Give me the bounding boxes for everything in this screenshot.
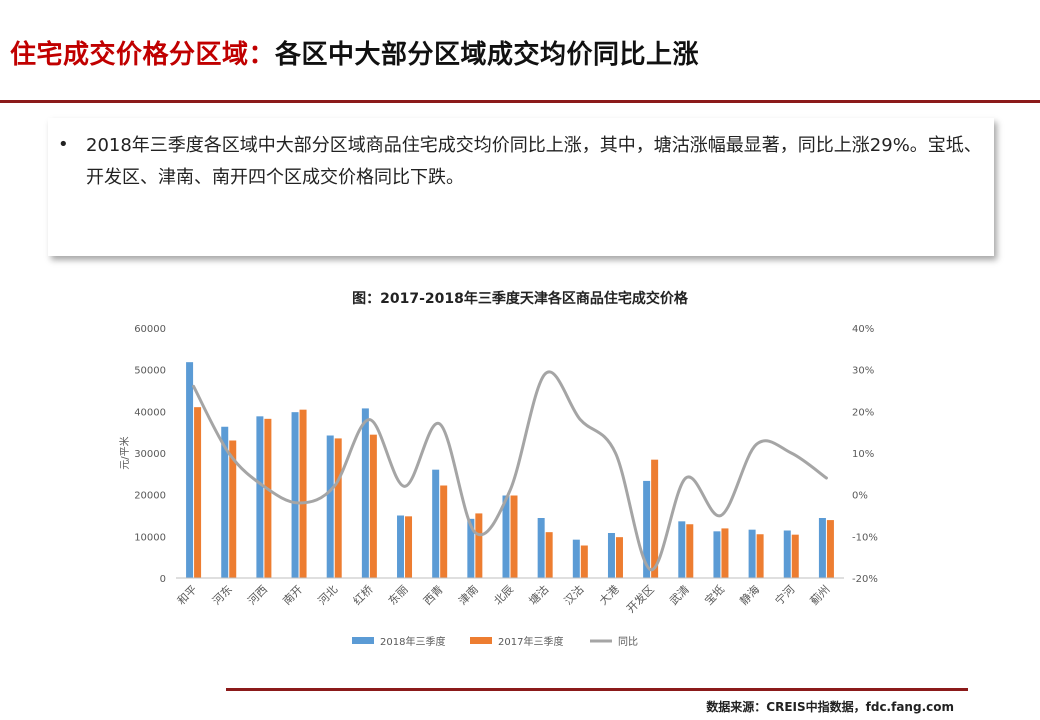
legend-swatch: [352, 637, 374, 644]
category-label: 大港: [596, 582, 621, 607]
left-tick-label: 20000: [134, 491, 166, 502]
summary-text: 2018年三季度各区域中大部分区域商品住宅成交均价同比上涨，其中，塘沽涨幅最显著…: [86, 135, 982, 188]
bar-2017: [615, 537, 623, 578]
bar-2017: [686, 524, 694, 578]
bar-2018: [256, 416, 264, 578]
bar-2017: [580, 545, 588, 578]
bar-2017: [440, 485, 448, 578]
category-label: 河西: [245, 583, 270, 608]
right-tick-label: 0%: [852, 491, 868, 502]
data-source: 数据来源：CREIS中指数据，fdc.fang.com: [706, 700, 954, 714]
bar-2017: [510, 495, 518, 578]
category-label: 静海: [737, 582, 762, 607]
bar-2017: [229, 440, 237, 578]
category-label: 南开: [280, 583, 305, 608]
legend-swatch: [470, 637, 492, 644]
bar-2018: [221, 426, 229, 578]
bar-2018: [783, 530, 791, 578]
category-label: 西青: [421, 583, 446, 608]
bar-2017: [651, 459, 659, 578]
right-tick-label: 20%: [852, 407, 874, 418]
category-label: 东丽: [386, 583, 411, 608]
legend-label: 2018年三季度: [380, 635, 445, 648]
right-tick-label: -10%: [852, 532, 878, 543]
bar-2018: [572, 539, 580, 578]
bar-2018: [818, 518, 826, 578]
bullet-icon: •: [58, 134, 69, 155]
bar-2017: [791, 534, 799, 578]
legend-label: 2017年三季度: [498, 635, 563, 648]
bar-2018: [326, 435, 334, 578]
bar-2017: [369, 434, 377, 578]
bar-2018: [748, 529, 756, 578]
category-label: 北辰: [491, 583, 516, 608]
bar-2018: [432, 469, 440, 578]
footer-divider: [226, 688, 968, 691]
bar-2017: [826, 520, 834, 578]
bar-2018: [713, 531, 721, 578]
category-label: 河北: [316, 583, 341, 608]
right-tick-label: 40%: [852, 324, 874, 335]
bar-2017: [264, 418, 272, 578]
bar-2017: [405, 516, 413, 578]
chart-title: 图：2017-2018年三季度天津各区商品住宅成交价格: [352, 291, 688, 307]
bar-2018: [537, 518, 545, 578]
bar-2018: [643, 480, 651, 578]
bar-2018: [607, 533, 615, 578]
bar-2018: [397, 515, 405, 578]
left-axis-ticks: 0 10000 20000 30000 40000 50000 60000: [134, 324, 166, 585]
bar-2017: [756, 534, 764, 578]
category-label: 宁河: [772, 582, 797, 607]
bar-series: [186, 362, 834, 578]
right-tick-label: 10%: [852, 449, 874, 460]
left-tick-label: 30000: [134, 449, 166, 460]
right-tick-label: -20%: [852, 574, 878, 585]
bar-2018: [678, 521, 686, 578]
left-tick-label: 60000: [134, 324, 166, 335]
right-axis-ticks: -20% -10% 0% 10% 20% 30% 40%: [852, 324, 878, 585]
y-axis-label: 元/平米: [118, 436, 131, 469]
page-title-prefix: 住宅成交价格分区域：: [10, 40, 276, 70]
bar-2017: [194, 407, 202, 578]
category-labels: 和平 河东 河西 南开 河北 红桥 东丽 西青 津南 北辰 塘沽 汉沽 大港 开发区 武清 宝坻 静海 宁河 蓟州: [175, 582, 833, 615]
category-label: 塘沽: [526, 582, 551, 607]
category-label: 汉沽: [562, 583, 587, 608]
bar-2018: [361, 408, 369, 578]
left-tick-label: 40000: [134, 407, 166, 418]
bar-2017: [475, 513, 483, 578]
legend-label: 同比: [618, 636, 638, 648]
category-label: 开发区: [624, 582, 657, 615]
bar-2017: [545, 532, 553, 578]
category-label: 河东: [210, 583, 235, 608]
left-tick-label: 10000: [134, 532, 166, 543]
right-tick-label: 30%: [852, 366, 874, 377]
page-title: 住宅成交价格分区域：各区中大部分区域成交均价同比上涨: [10, 34, 699, 71]
legend: 2018年三季度 2017年三季度 同比: [352, 635, 638, 648]
category-label: 津南: [456, 583, 481, 608]
bar-2017: [299, 409, 307, 578]
summary-box: • 2018年三季度各区域中大部分区域商品住宅成交均价同比上涨，其中，塘沽涨幅最…: [48, 118, 994, 256]
category-label: 蓟州: [808, 583, 833, 608]
category-label: 红桥: [351, 583, 376, 608]
left-tick-label: 0: [160, 574, 166, 585]
title-divider: [0, 100, 1040, 103]
bar-2018: [186, 362, 194, 578]
bar-2017: [721, 528, 729, 578]
page-title-main: 各区中大部分区域成交均价同比上涨: [275, 40, 700, 70]
category-label: 和平: [175, 583, 200, 608]
bar-2017: [334, 438, 342, 578]
bar-2018: [467, 518, 475, 578]
yoy-line: [192, 370, 828, 572]
category-label: 宝坻: [702, 582, 727, 607]
left-tick-label: 50000: [134, 366, 166, 377]
bar-2018: [291, 412, 299, 578]
bar-2018: [502, 495, 510, 578]
category-label: 武清: [667, 583, 692, 608]
